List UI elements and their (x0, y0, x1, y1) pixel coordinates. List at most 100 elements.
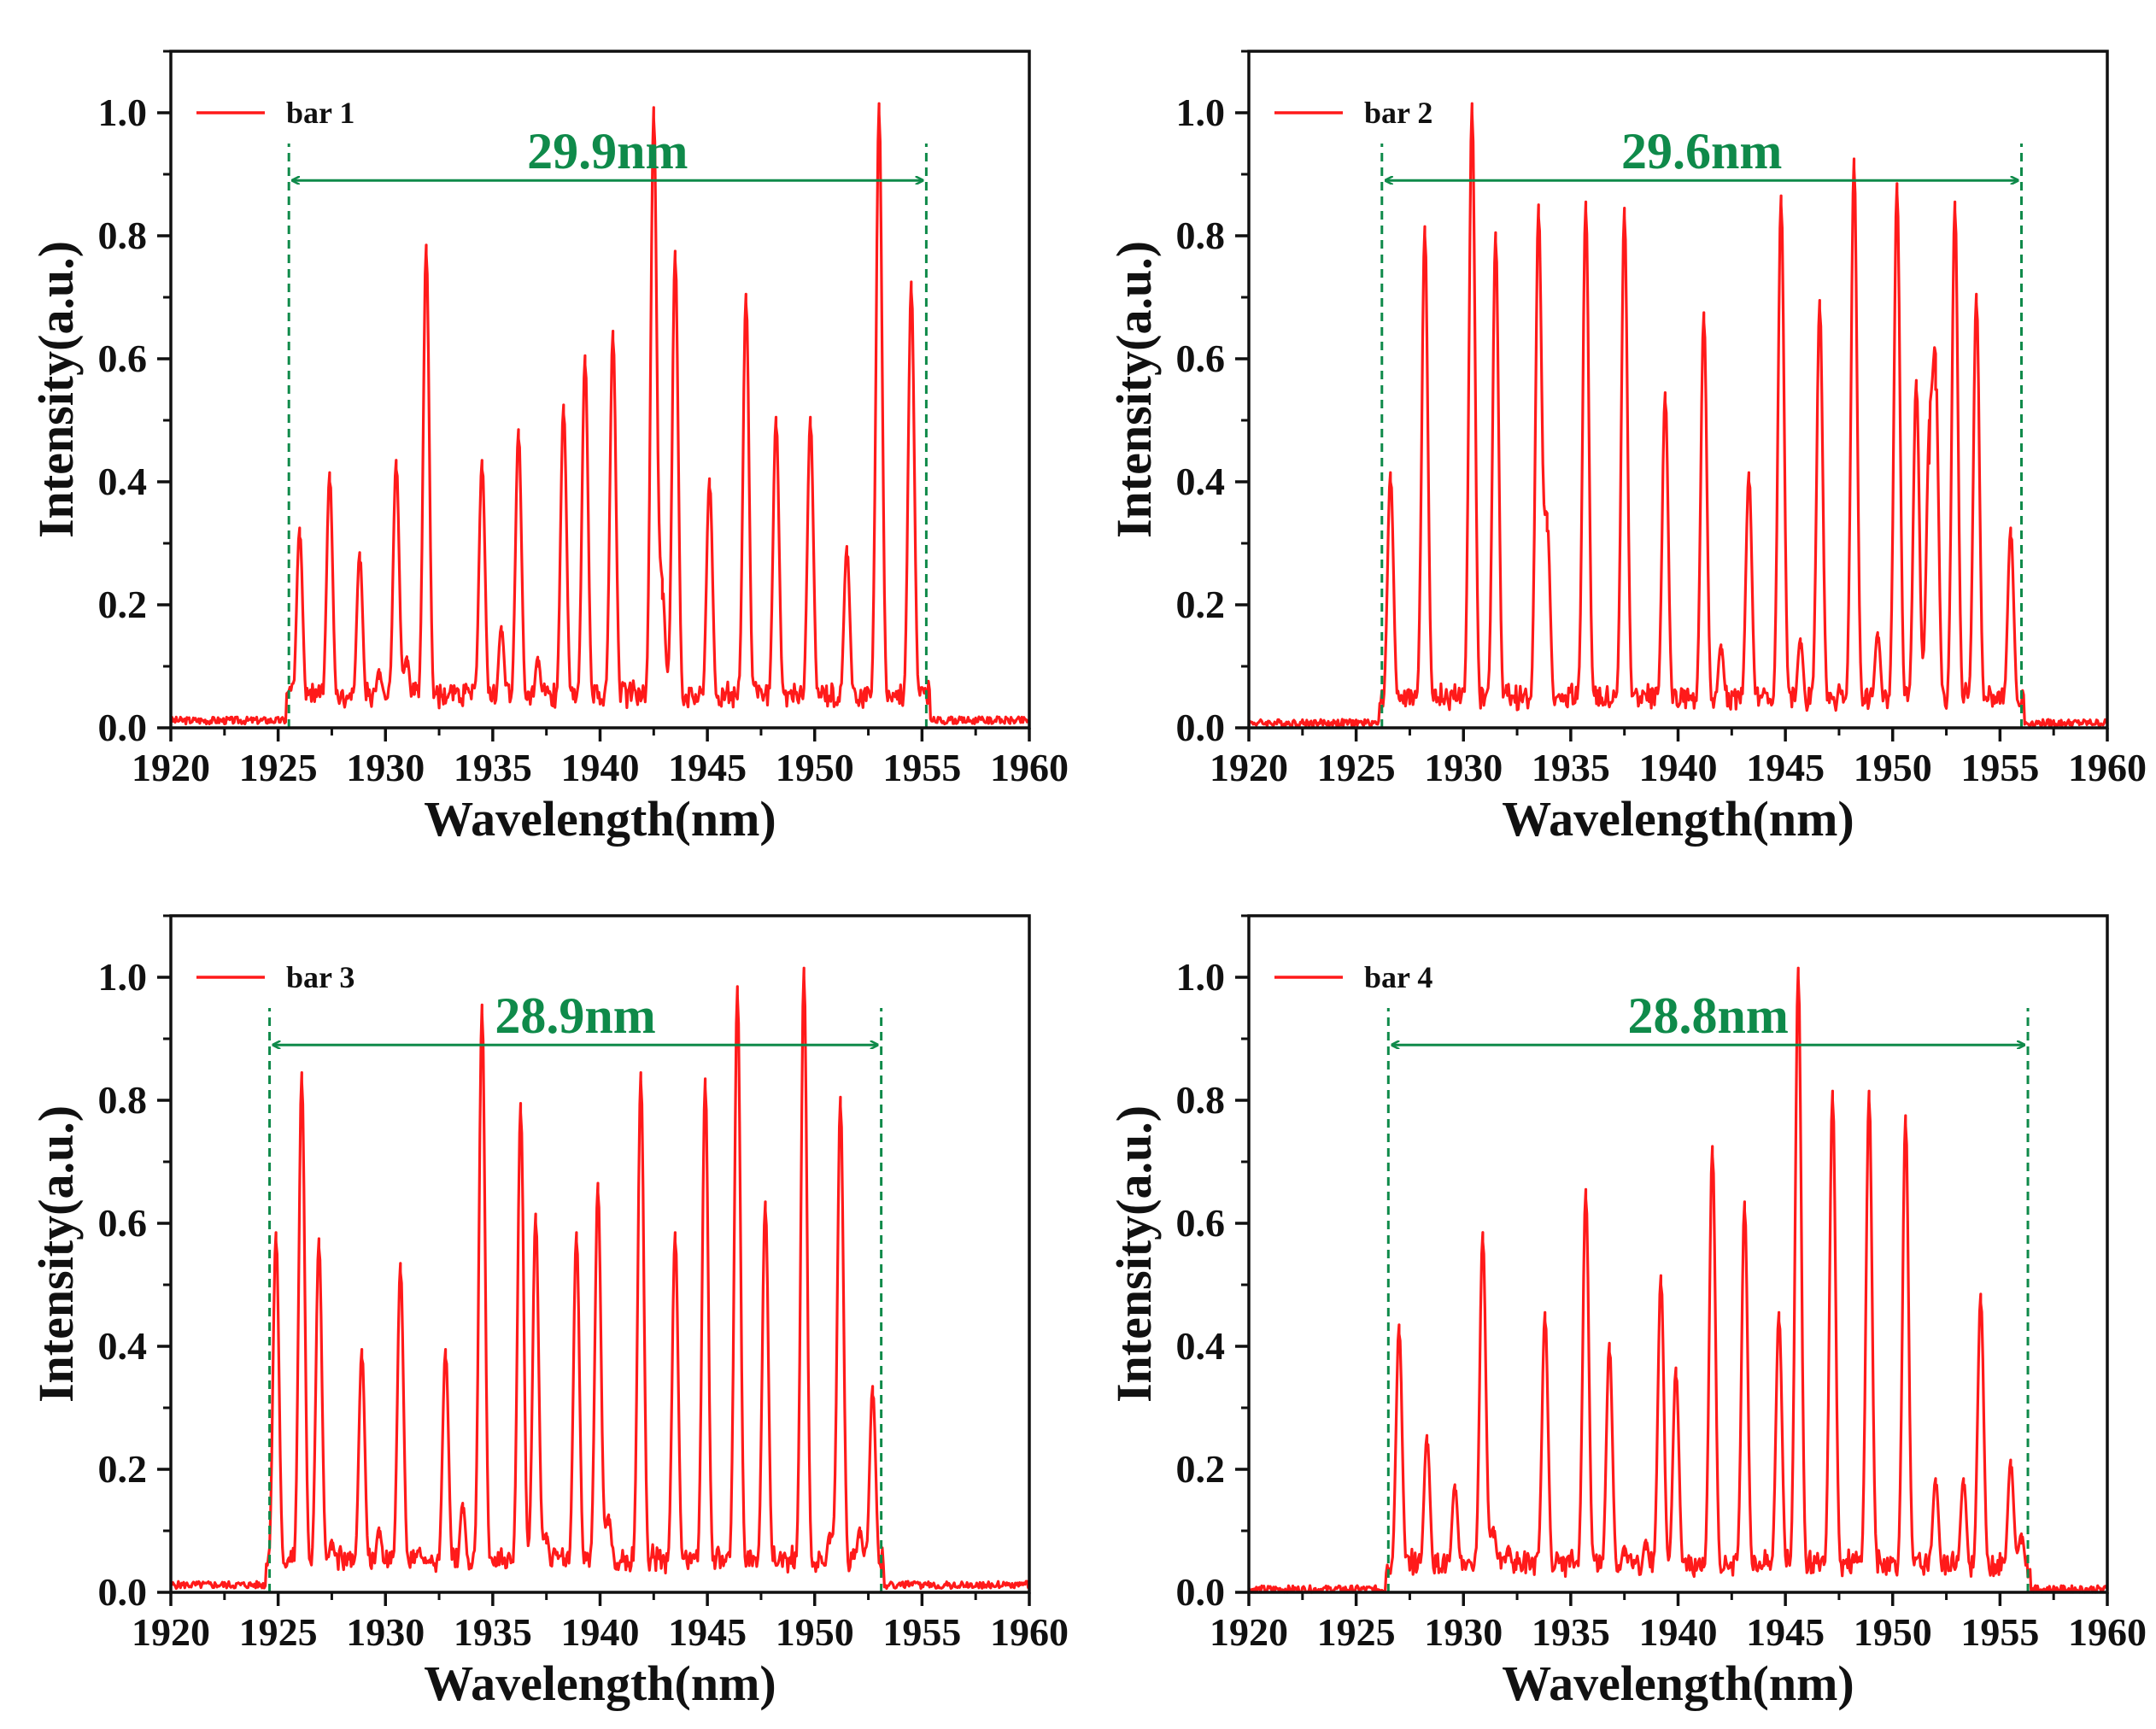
y-tick-label: 0.4 (1176, 1324, 1226, 1368)
spectrum-line (1247, 966, 2108, 1594)
y-axis-title: Intensity(a.u.) (1106, 241, 1162, 538)
y-tick-label: 0.2 (98, 1447, 148, 1491)
y-tick-label: 0.4 (98, 460, 148, 503)
y-tick-label: 0.8 (1176, 214, 1226, 257)
peak-point (1934, 1486, 1937, 1490)
peak-point (1644, 1548, 1648, 1551)
peak-point (845, 554, 848, 557)
peak-point (828, 1541, 831, 1544)
peak-point (735, 994, 739, 998)
peak-point (444, 1357, 448, 1360)
peak-point (1747, 480, 1750, 484)
bandwidth-label: 28.9nm (495, 988, 655, 1044)
peak-point (673, 259, 677, 262)
x-tick-label: 1935 (1532, 746, 1610, 789)
y-tick-label: 0.0 (98, 706, 148, 749)
x-tick-label: 1930 (1424, 746, 1503, 789)
peak-point (405, 665, 408, 668)
bandwidth-label: 29.6nm (1621, 123, 1782, 179)
peak-point (395, 468, 398, 472)
x-tick-label: 1940 (561, 746, 640, 789)
x-tick-label: 1960 (990, 1610, 1069, 1654)
y-tick-label: 0.6 (98, 337, 148, 380)
spectrum-line (169, 966, 1031, 1591)
legend-label: bar 3 (286, 960, 354, 994)
peak-point (328, 480, 331, 484)
x-tick-label: 1955 (1960, 1610, 2039, 1654)
peak-point (1584, 1197, 1587, 1200)
peak-point (534, 1222, 537, 1225)
peak-point (1818, 308, 1821, 311)
x-tick-label: 1935 (454, 1610, 532, 1654)
peak-point (1853, 167, 1856, 170)
peak-point (575, 1240, 578, 1244)
chart-svg: 28.9nm 1920 1925 1930 1935 1940 1945 1950 1955 19… (28, 914, 1069, 1711)
peak-point (517, 437, 520, 441)
bandwidth-label: 28.8nm (1627, 988, 1788, 1044)
peak-point (562, 413, 565, 416)
peak-point (1934, 388, 1937, 391)
peak-point (500, 634, 503, 637)
peak-point (652, 117, 655, 120)
peak-point (1426, 1443, 1429, 1446)
y-tick-label: 0.2 (1176, 1447, 1226, 1491)
x-tick-label: 1955 (1960, 746, 2039, 789)
peak-point (378, 677, 381, 680)
x-tick-label: 1930 (346, 746, 425, 789)
peak-point (480, 1012, 483, 1016)
x-axis-title: Wavelength(nm) (424, 791, 776, 847)
x-axis-title: Wavelength(nm) (1502, 1656, 1854, 1711)
peak-point (1962, 1486, 1966, 1490)
peak-point (704, 1087, 707, 1090)
peak-point (1779, 203, 1783, 207)
x-tick-label: 1960 (990, 746, 1069, 789)
peak-point (1623, 215, 1626, 219)
peak-point (330, 1548, 333, 1551)
peak-point (519, 1111, 523, 1114)
peak-point (1663, 400, 1667, 403)
x-tick-label: 1945 (668, 1610, 747, 1654)
y-axis-title: Intensity(a.u.) (28, 1105, 84, 1403)
chart-panel-3: 28.9nm 1920 1925 1930 1935 1940 1945 1950 1955 19… (0, 864, 1078, 1729)
peak-point (360, 1357, 364, 1360)
peak-point (1895, 191, 1899, 195)
x-tick-label: 1925 (239, 1610, 318, 1654)
peak-point (809, 425, 812, 428)
peak-point (317, 1246, 320, 1250)
peak-point (536, 665, 540, 668)
peak-point (1584, 209, 1587, 213)
x-tick-label: 1955 (882, 1610, 961, 1654)
peak-point (1711, 1154, 1714, 1158)
peak-point (639, 1080, 642, 1083)
peak-point (1470, 111, 1473, 114)
chart-svg: 29.9nm 1920 1925 1930 1935 1940 1945 1950 1955 19… (28, 50, 1069, 847)
peak-point (708, 486, 712, 489)
y-tick-label: 0.8 (1176, 1078, 1226, 1122)
y-tick-label: 0.8 (98, 1078, 148, 1122)
peak-point (1927, 461, 1930, 465)
x-tick-label: 1930 (1424, 1610, 1503, 1654)
y-tick-label: 0.0 (1176, 706, 1226, 749)
peak-point (839, 1105, 842, 1108)
x-tick-label: 1925 (1317, 746, 1396, 789)
peak-point (858, 1535, 862, 1539)
peak-point (1481, 1240, 1485, 1244)
peak-point (1659, 1283, 1662, 1286)
legend-label: bar 4 (1364, 960, 1432, 994)
x-axis-title: Wavelength(nm) (1502, 791, 1854, 847)
peak-point (1507, 1554, 1510, 1557)
x-tick-label: 1920 (132, 1610, 210, 1654)
peak-point (2009, 536, 2012, 539)
y-tick-label: 0.2 (98, 583, 148, 626)
y-tick-label: 1.0 (98, 91, 148, 134)
x-tick-label: 1940 (561, 1610, 640, 1654)
peak-point (1397, 1333, 1401, 1336)
peak-point (596, 1191, 600, 1194)
y-tick-label: 1.0 (1176, 955, 1226, 999)
peak-point (1954, 209, 1957, 213)
y-tick-label: 1.0 (1176, 91, 1226, 134)
y-axis-title: Intensity(a.u.) (1106, 1105, 1162, 1403)
x-tick-label: 1945 (668, 746, 747, 789)
peak-point (1778, 1320, 1781, 1323)
peak-point (1491, 1535, 1495, 1539)
